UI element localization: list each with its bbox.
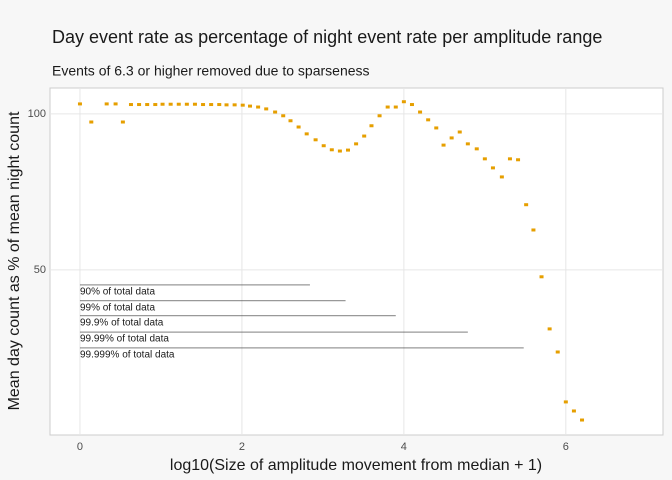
point bbox=[516, 158, 521, 162]
annotation-label: 99.9% of total data bbox=[80, 317, 164, 328]
point bbox=[201, 103, 206, 107]
point bbox=[482, 157, 487, 161]
point bbox=[377, 114, 382, 118]
x-tick-label: 4 bbox=[401, 441, 407, 453]
point bbox=[418, 110, 423, 114]
point bbox=[449, 136, 454, 140]
point bbox=[539, 275, 544, 279]
point bbox=[465, 142, 470, 146]
point bbox=[547, 327, 552, 331]
point bbox=[153, 103, 158, 107]
point bbox=[329, 148, 334, 152]
annotation-label: 99.99% of total data bbox=[80, 334, 169, 345]
y-axis-label: Mean day count as % of mean night count bbox=[6, 111, 23, 410]
point bbox=[288, 119, 293, 123]
point bbox=[304, 132, 309, 136]
point bbox=[217, 103, 222, 107]
point bbox=[264, 107, 269, 111]
point bbox=[571, 409, 576, 413]
point bbox=[281, 114, 286, 118]
point bbox=[354, 142, 359, 146]
y-tick-label: 50 bbox=[34, 264, 46, 276]
point bbox=[224, 103, 229, 107]
point bbox=[240, 103, 245, 107]
point bbox=[531, 228, 536, 232]
chart-subtitle: Events of 6.3 or higher removed due to s… bbox=[52, 63, 370, 79]
annotation-label: 99.999% of total data bbox=[80, 350, 175, 361]
point bbox=[507, 157, 512, 161]
point bbox=[409, 103, 414, 107]
point bbox=[296, 125, 301, 129]
x-tick-label: 6 bbox=[563, 441, 569, 453]
point bbox=[113, 102, 118, 106]
point bbox=[160, 102, 165, 106]
point bbox=[457, 130, 462, 134]
point bbox=[128, 103, 133, 107]
point bbox=[168, 102, 173, 106]
point bbox=[441, 143, 446, 147]
point bbox=[362, 134, 367, 138]
point bbox=[77, 102, 82, 106]
point bbox=[145, 103, 150, 107]
point bbox=[192, 102, 197, 106]
point bbox=[524, 203, 529, 207]
point bbox=[555, 350, 560, 354]
panel bbox=[49, 87, 664, 436]
point bbox=[137, 103, 142, 107]
point bbox=[248, 104, 253, 108]
point bbox=[184, 102, 189, 106]
point bbox=[490, 166, 495, 170]
x-tick-label: 2 bbox=[239, 441, 245, 453]
point bbox=[89, 120, 94, 124]
point bbox=[369, 124, 374, 128]
point bbox=[401, 100, 406, 104]
point bbox=[393, 105, 398, 109]
point bbox=[385, 105, 390, 109]
point bbox=[499, 175, 504, 179]
point bbox=[434, 126, 439, 130]
point bbox=[104, 102, 109, 106]
point bbox=[209, 103, 214, 107]
annotation-label: 90% of total data bbox=[80, 287, 155, 298]
point bbox=[563, 400, 568, 404]
annotation-label: 99% of total data bbox=[80, 302, 155, 313]
point bbox=[426, 118, 431, 122]
point bbox=[176, 102, 181, 106]
point bbox=[345, 148, 350, 152]
point bbox=[313, 138, 318, 142]
point bbox=[580, 418, 585, 422]
point bbox=[321, 144, 326, 148]
x-axis-label: log10(Size of amplitude movement from me… bbox=[170, 457, 542, 474]
point bbox=[337, 149, 342, 153]
point bbox=[474, 147, 479, 151]
point bbox=[232, 103, 237, 107]
point bbox=[273, 110, 278, 114]
x-tick-label: 0 bbox=[77, 441, 83, 453]
point bbox=[120, 120, 125, 124]
chart-title: Day event rate as percentage of night ev… bbox=[52, 27, 602, 47]
y-tick-label: 100 bbox=[28, 108, 46, 120]
point bbox=[256, 105, 261, 109]
